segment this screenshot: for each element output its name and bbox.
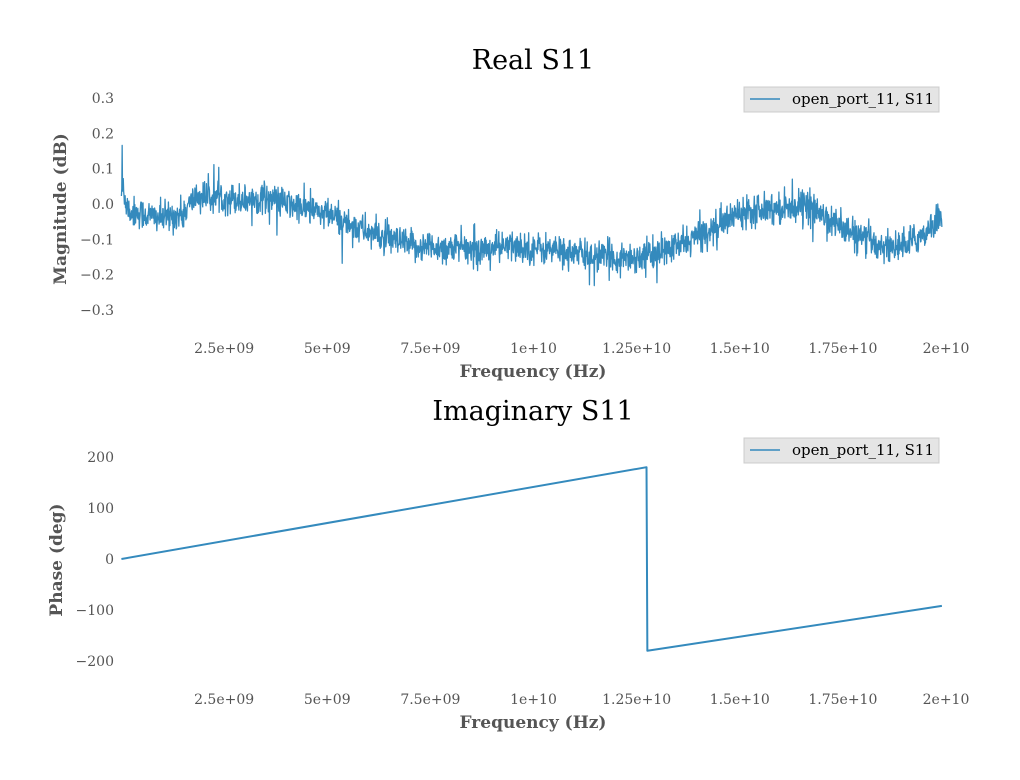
x-tick-label: 5e+09 [304,341,351,357]
chart-real-s11: Real S11 Frequency (Hz) Magnitude (dB) 2… [51,45,969,382]
x-tick-label: 2.5e+09 [194,692,254,708]
y-tick-label: −0.1 [80,232,114,248]
x-tick-labels: 2.5e+09 5e+09 7.5e+09 1e+10 1.25e+10 1.5e+10 1… [194,341,969,357]
chart-title: Imaginary S11 [432,396,633,427]
y-tick-label: −100 [76,603,114,619]
x-tick-label: 1.25e+10 [602,692,671,708]
legend: open_port_11, S11 [743,437,940,464]
x-tick-label: 1.75e+10 [808,692,877,708]
legend-label: open_port_11, S11 [792,441,934,459]
x-tick-label: 1.75e+10 [808,341,877,357]
legend: open_port_11, S11 [743,86,940,113]
legend-label: open_port_11, S11 [792,90,934,108]
y-axis-label: Phase (deg) [47,503,67,616]
x-tick-labels: 2.5e+09 5e+09 7.5e+09 1e+10 1.25e+10 1.5e+10 1… [194,692,969,708]
y-tick-label: −0.2 [80,268,114,284]
y-tick-labels: 0.3 0.2 0.1 0.0 −0.1 −0.2 −0.3 [80,91,114,319]
series-line [121,466,943,652]
x-axis-label: Frequency (Hz) [460,713,607,733]
x-axis-label: Frequency (Hz) [460,362,607,382]
x-tick-label: 2e+10 [923,341,970,357]
x-tick-label: 1.5e+10 [710,692,770,708]
y-tick-label: 100 [87,501,114,517]
y-tick-label: 0.1 [92,162,114,178]
x-tick-label: 1.5e+10 [710,341,770,357]
x-tick-label: 1e+10 [510,341,557,357]
x-tick-label: 7.5e+09 [400,692,460,708]
y-tick-label: −200 [76,654,114,670]
y-tick-label: 200 [87,450,114,466]
plot-lines [120,144,943,287]
y-axis-label: Magnitude (dB) [51,133,71,285]
series-line [120,144,943,287]
x-tick-label: 1.25e+10 [602,341,671,357]
x-tick-label: 1e+10 [510,692,557,708]
y-tick-label: 0.0 [92,197,114,213]
chart-title: Real S11 [472,45,594,76]
y-tick-label: −0.3 [80,303,114,319]
y-tick-label: 0.2 [92,126,114,142]
x-tick-label: 2.5e+09 [194,341,254,357]
x-tick-label: 2e+10 [923,692,970,708]
plot-lines [121,466,943,652]
chart-imaginary-s11: Imaginary S11 Frequency (Hz) Phase (deg)… [47,396,969,733]
y-tick-label: 0.3 [92,91,114,107]
x-tick-label: 7.5e+09 [400,341,460,357]
x-tick-label: 5e+09 [304,692,351,708]
y-tick-labels: 200 100 0 −100 −200 [76,450,114,670]
y-tick-label: 0 [105,552,114,568]
